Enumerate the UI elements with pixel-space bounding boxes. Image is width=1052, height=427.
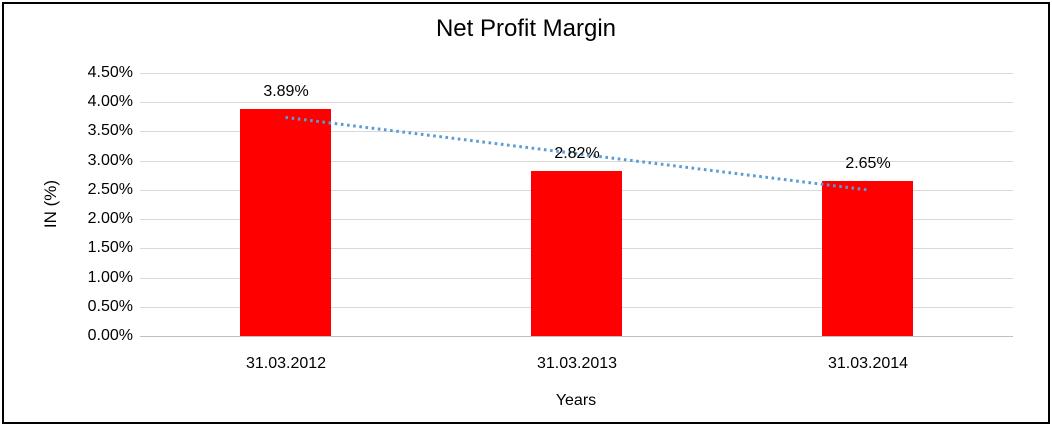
y-tick-label: 1.50% (87, 239, 133, 256)
gridline (140, 131, 1013, 132)
x-tick-label: 31.03.2013 (536, 355, 618, 372)
plot-area (140, 73, 1013, 337)
x-tick-label: 31.03.2014 (827, 355, 909, 372)
bar-31.03.2012[interactable] (240, 109, 331, 336)
trendline-layer (285, 115, 868, 192)
x-axis-line (140, 336, 1013, 337)
bar-31.03.2014[interactable] (822, 181, 913, 336)
y-tick-label: 3.50% (87, 122, 133, 139)
x-axis-title: Years (555, 392, 597, 409)
bar-31.03.2013[interactable] (531, 171, 622, 336)
data-label: 2.65% (845, 155, 891, 172)
y-tick-label: 4.00% (87, 93, 133, 110)
x-tick-label: 31.03.2012 (245, 355, 327, 372)
data-label: 3.89% (263, 83, 309, 100)
gridline (140, 102, 1013, 103)
gridline (140, 161, 1013, 162)
data-label: 2.82% (554, 145, 600, 162)
y-tick-label: 2.00% (87, 210, 133, 227)
chart-title: Net Profit Margin (435, 15, 617, 42)
y-tick-label: 4.50% (87, 64, 133, 81)
y-tick-label: 3.00% (87, 152, 133, 169)
y-tick-label: 2.50% (87, 181, 133, 198)
gridline (140, 73, 1013, 74)
y-tick-label: 0.00% (87, 327, 133, 344)
linear-trendline[interactable] (285, 115, 868, 192)
y-tick-label: 1.00% (87, 269, 133, 286)
y-tick-label: 0.50% (87, 298, 133, 315)
